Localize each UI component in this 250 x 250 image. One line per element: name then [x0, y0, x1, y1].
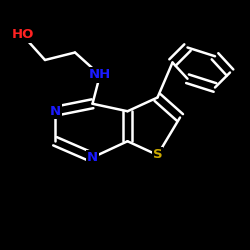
Text: NH: NH [89, 68, 111, 82]
Text: N: N [87, 151, 98, 164]
Text: S: S [153, 148, 162, 162]
Text: HO: HO [11, 28, 34, 42]
Text: N: N [50, 105, 60, 118]
